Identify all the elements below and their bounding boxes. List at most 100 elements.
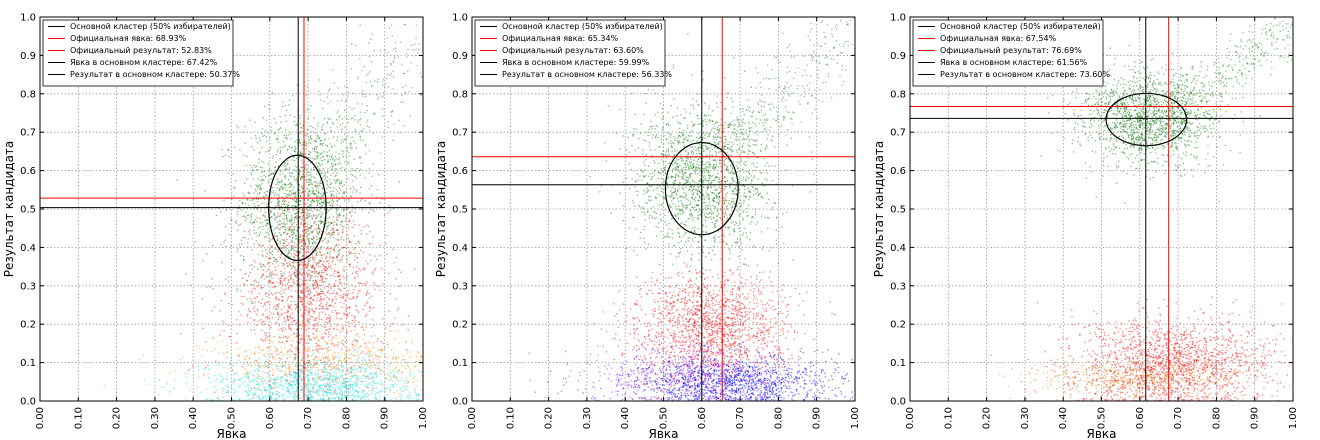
data-point bbox=[330, 222, 332, 224]
data-point bbox=[418, 43, 420, 45]
data-point bbox=[322, 278, 324, 280]
data-point bbox=[342, 156, 345, 158]
data-point bbox=[273, 397, 275, 400]
data-point bbox=[327, 384, 329, 386]
data-point bbox=[318, 162, 321, 165]
data-point bbox=[253, 392, 255, 394]
data-point bbox=[257, 254, 260, 256]
data-point bbox=[403, 380, 405, 382]
data-point bbox=[293, 273, 295, 275]
data-point bbox=[301, 325, 303, 327]
data-point bbox=[229, 335, 231, 338]
data-point bbox=[318, 385, 320, 387]
data-point bbox=[276, 348, 278, 350]
data-point bbox=[159, 386, 161, 388]
data-point bbox=[223, 241, 225, 243]
data-point bbox=[314, 338, 316, 340]
data-point bbox=[308, 274, 310, 276]
data-point bbox=[313, 259, 315, 261]
data-point bbox=[248, 373, 250, 375]
data-point bbox=[304, 168, 306, 171]
data-point bbox=[309, 136, 311, 138]
data-point bbox=[365, 326, 367, 328]
data-point bbox=[300, 370, 302, 372]
data-point bbox=[327, 374, 329, 376]
data-point bbox=[273, 274, 276, 276]
data-point bbox=[283, 203, 285, 205]
data-point bbox=[317, 294, 319, 296]
data-point bbox=[370, 259, 372, 262]
data-point bbox=[259, 263, 261, 265]
data-point bbox=[390, 379, 392, 381]
data-point bbox=[323, 199, 325, 201]
data-point bbox=[317, 125, 319, 127]
data-point bbox=[335, 393, 338, 395]
data-point bbox=[269, 168, 271, 170]
data-point bbox=[317, 234, 319, 236]
data-point bbox=[307, 117, 309, 119]
data-point bbox=[282, 223, 284, 225]
data-point bbox=[285, 353, 288, 356]
data-point bbox=[326, 347, 328, 349]
data-point bbox=[299, 216, 301, 218]
data-point bbox=[302, 356, 305, 358]
data-point bbox=[300, 153, 302, 156]
data-point bbox=[335, 380, 337, 382]
data-point bbox=[246, 394, 248, 396]
data-point bbox=[319, 94, 321, 96]
data-point bbox=[268, 258, 270, 260]
data-point bbox=[342, 231, 344, 233]
data-point bbox=[357, 292, 359, 295]
data-point bbox=[250, 172, 252, 174]
data-point bbox=[348, 312, 351, 314]
data-point bbox=[377, 383, 379, 385]
data-point bbox=[306, 295, 308, 297]
data-point bbox=[332, 123, 334, 125]
data-point bbox=[355, 339, 357, 341]
data-point bbox=[352, 341, 354, 343]
data-point bbox=[310, 171, 312, 173]
data-point bbox=[351, 368, 353, 370]
data-point bbox=[318, 340, 321, 342]
data-point bbox=[273, 194, 276, 196]
data-point bbox=[268, 386, 270, 388]
data-point bbox=[339, 181, 341, 183]
data-point bbox=[344, 357, 346, 359]
data-point bbox=[226, 196, 228, 199]
data-point bbox=[344, 287, 346, 290]
data-point bbox=[244, 230, 246, 232]
data-point bbox=[321, 126, 323, 128]
data-point bbox=[331, 380, 334, 382]
data-point bbox=[275, 269, 277, 271]
data-point bbox=[309, 276, 311, 278]
data-point bbox=[343, 239, 345, 241]
data-point bbox=[271, 273, 273, 275]
data-point bbox=[246, 155, 248, 158]
data-point bbox=[299, 324, 301, 326]
data-point bbox=[309, 227, 311, 230]
data-point bbox=[313, 378, 315, 380]
data-point bbox=[380, 372, 382, 375]
data-point bbox=[381, 349, 383, 351]
data-point bbox=[370, 361, 372, 363]
data-point bbox=[241, 209, 243, 211]
data-point bbox=[322, 398, 324, 400]
data-point bbox=[393, 371, 396, 373]
data-point bbox=[318, 300, 320, 302]
data-point bbox=[353, 188, 355, 191]
data-point bbox=[386, 253, 388, 255]
data-point bbox=[329, 221, 331, 224]
data-point bbox=[307, 178, 310, 181]
data-point bbox=[271, 394, 274, 396]
data-point bbox=[329, 275, 331, 277]
data-point bbox=[360, 398, 362, 400]
data-point bbox=[333, 136, 335, 138]
data-point bbox=[345, 300, 347, 302]
data-point bbox=[354, 325, 357, 327]
data-point bbox=[368, 211, 370, 214]
data-point bbox=[280, 358, 282, 360]
data-point bbox=[379, 289, 381, 291]
data-point bbox=[304, 203, 306, 205]
data-point bbox=[264, 278, 266, 280]
data-point bbox=[219, 211, 222, 213]
